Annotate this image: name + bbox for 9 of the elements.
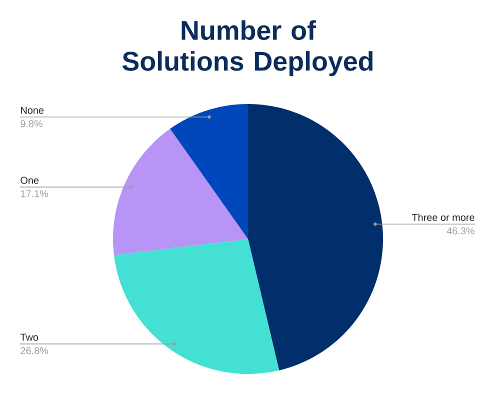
- data-label: 26.8%: [20, 347, 48, 354]
- data-label: 46.3%: [446, 227, 474, 234]
- slice-label: Three or more: [412, 214, 474, 221]
- slice-label: Two: [20, 334, 38, 341]
- chart-title: Number of Solutions Deployed: [122, 20, 373, 76]
- data-label: 17.1%: [20, 190, 48, 198]
- data-label: 9.8%: [20, 120, 43, 128]
- slice-label: One: [20, 176, 39, 184]
- slice-label: None: [21, 106, 44, 114]
